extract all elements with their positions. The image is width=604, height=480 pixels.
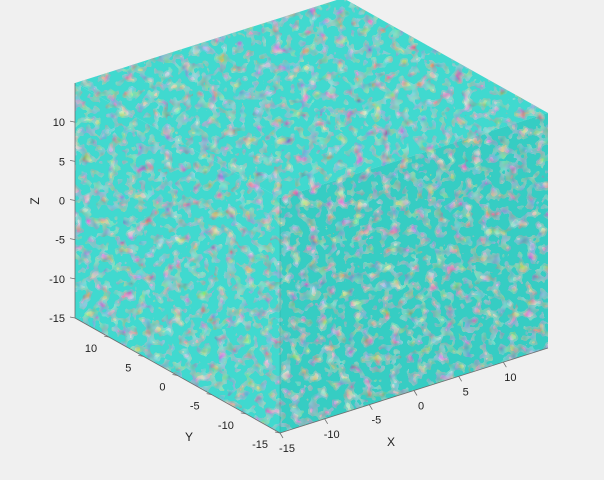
z-axis-tick-mark [69,277,76,280]
x-axis-tick-label: 5 [463,386,469,398]
x-axis-tick-mark [413,390,418,396]
x-axis-tick-mark [458,376,463,382]
z-axis-tick-label: 10 [53,117,65,129]
x-axis-tick-mark [368,404,373,410]
x-axis-tick-label: -5 [371,415,381,427]
y-axis-ticks: -15 -10 -5 0 5 10 [85,335,281,451]
y-axis-label: Y [185,430,193,444]
y-axis-tick-mark [172,374,178,376]
x-axis-tick-mark [502,361,507,368]
x-axis-tick-label: 0 [418,401,424,413]
x-axis-tick-mark [279,432,284,439]
axes: -15 -10 -5 0 5 10 -15 -10 -5 0 5 10 -15 -10 -5 0 5 10 Z… [28,83,549,455]
y-axis-tick-mark [274,431,281,434]
z-axis-tick-label: -15 [49,313,65,325]
z-axis-tick-mark [69,199,76,201]
y-axis-tick-label: 5 [125,362,131,374]
z-axis-tick-label: 0 [59,196,65,208]
z-axis-label: Z [28,197,42,204]
y-axis-tick-label: -5 [190,401,200,413]
y-axis-tick-label: -10 [218,420,234,432]
y-axis-tick-label: 10 [85,343,97,355]
y-axis-tick-label: -15 [252,439,268,451]
y-axis-tick-label: 0 [159,382,165,394]
y-axis-tick-mark [240,412,246,415]
z-axis-tick-mark [69,316,76,319]
y-axis-tick-mark [104,335,110,338]
z-axis-tick-label: -10 [49,274,65,286]
z-axis-ticks: -15 -10 -5 0 5 10 [49,117,76,325]
z-axis-tick-mark [69,159,76,162]
x-axis-tick-label: -10 [324,429,340,441]
z-axis-tick-mark [69,238,76,241]
y-axis-tick-mark [206,393,212,396]
z-axis-tick-mark [69,120,76,123]
x-axis-tick-label: -15 [279,443,295,455]
z-axis-tick-label: 5 [59,156,65,168]
x-axis-label: X [387,435,395,449]
x-axis-tick-label: 10 [504,372,516,384]
x-axis-ticks: -15 -10 -5 0 5 10 [279,361,516,455]
z-axis-tick-label: -5 [55,235,65,247]
y-axis-tick-mark [138,354,144,357]
x-axis-tick-mark [324,418,329,425]
